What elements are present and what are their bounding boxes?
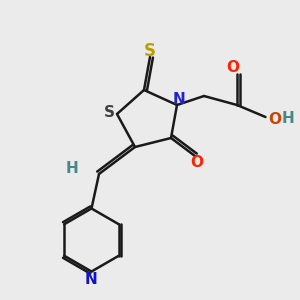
Text: H: H [282,111,295,126]
Text: O: O [226,60,239,75]
Text: N: N [85,272,98,286]
Text: O: O [190,155,203,170]
Text: S: S [144,42,156,60]
Text: O: O [268,112,281,128]
Text: N: N [172,92,185,106]
Text: S: S [104,105,115,120]
Text: H: H [66,160,78,175]
